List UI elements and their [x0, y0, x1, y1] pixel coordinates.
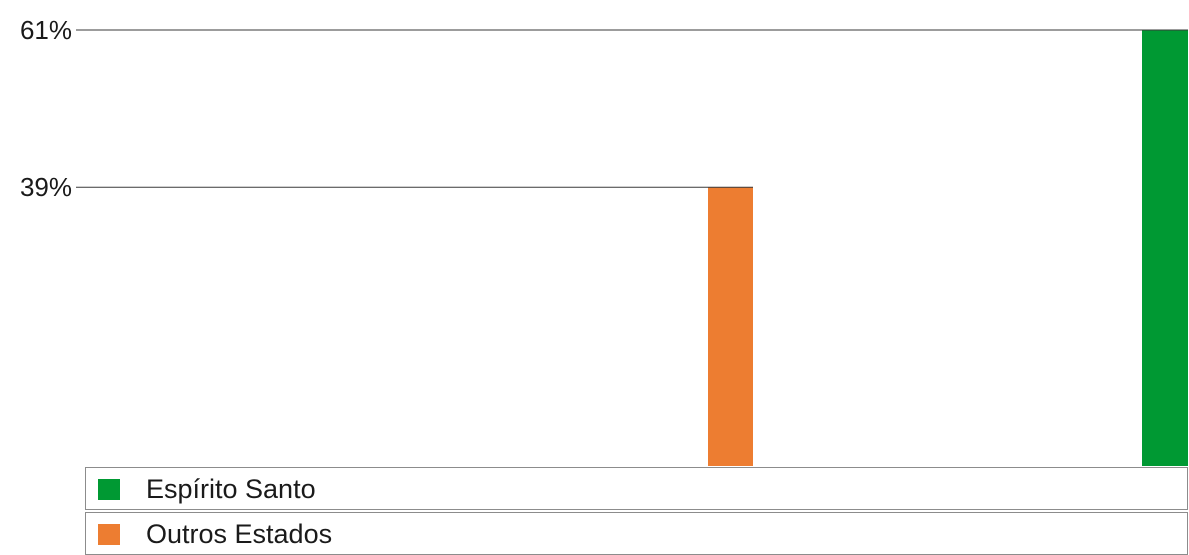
legend-swatch-espirito-santo: [98, 479, 120, 500]
legend-item-outros-estados: Outros Estados: [85, 512, 1188, 555]
bars-group: [708, 30, 1188, 466]
value-leaders-group: [76, 29, 1188, 188]
legend-swatch-outros-estados: [98, 524, 120, 545]
bar-espirito-santo: [1142, 30, 1188, 466]
legend-label-outros-estados: Outros Estados: [146, 519, 333, 549]
legend-label-espirito-santo: Espírito Santo: [146, 474, 316, 504]
value-labels-group: 61% 39%: [20, 15, 72, 202]
value-label-outros-estados: 39%: [20, 172, 72, 202]
legend-item-espirito-santo: Espírito Santo: [85, 467, 1188, 510]
bar-outros-estados: [708, 187, 753, 466]
value-label-espirito-santo: 61%: [20, 15, 72, 45]
